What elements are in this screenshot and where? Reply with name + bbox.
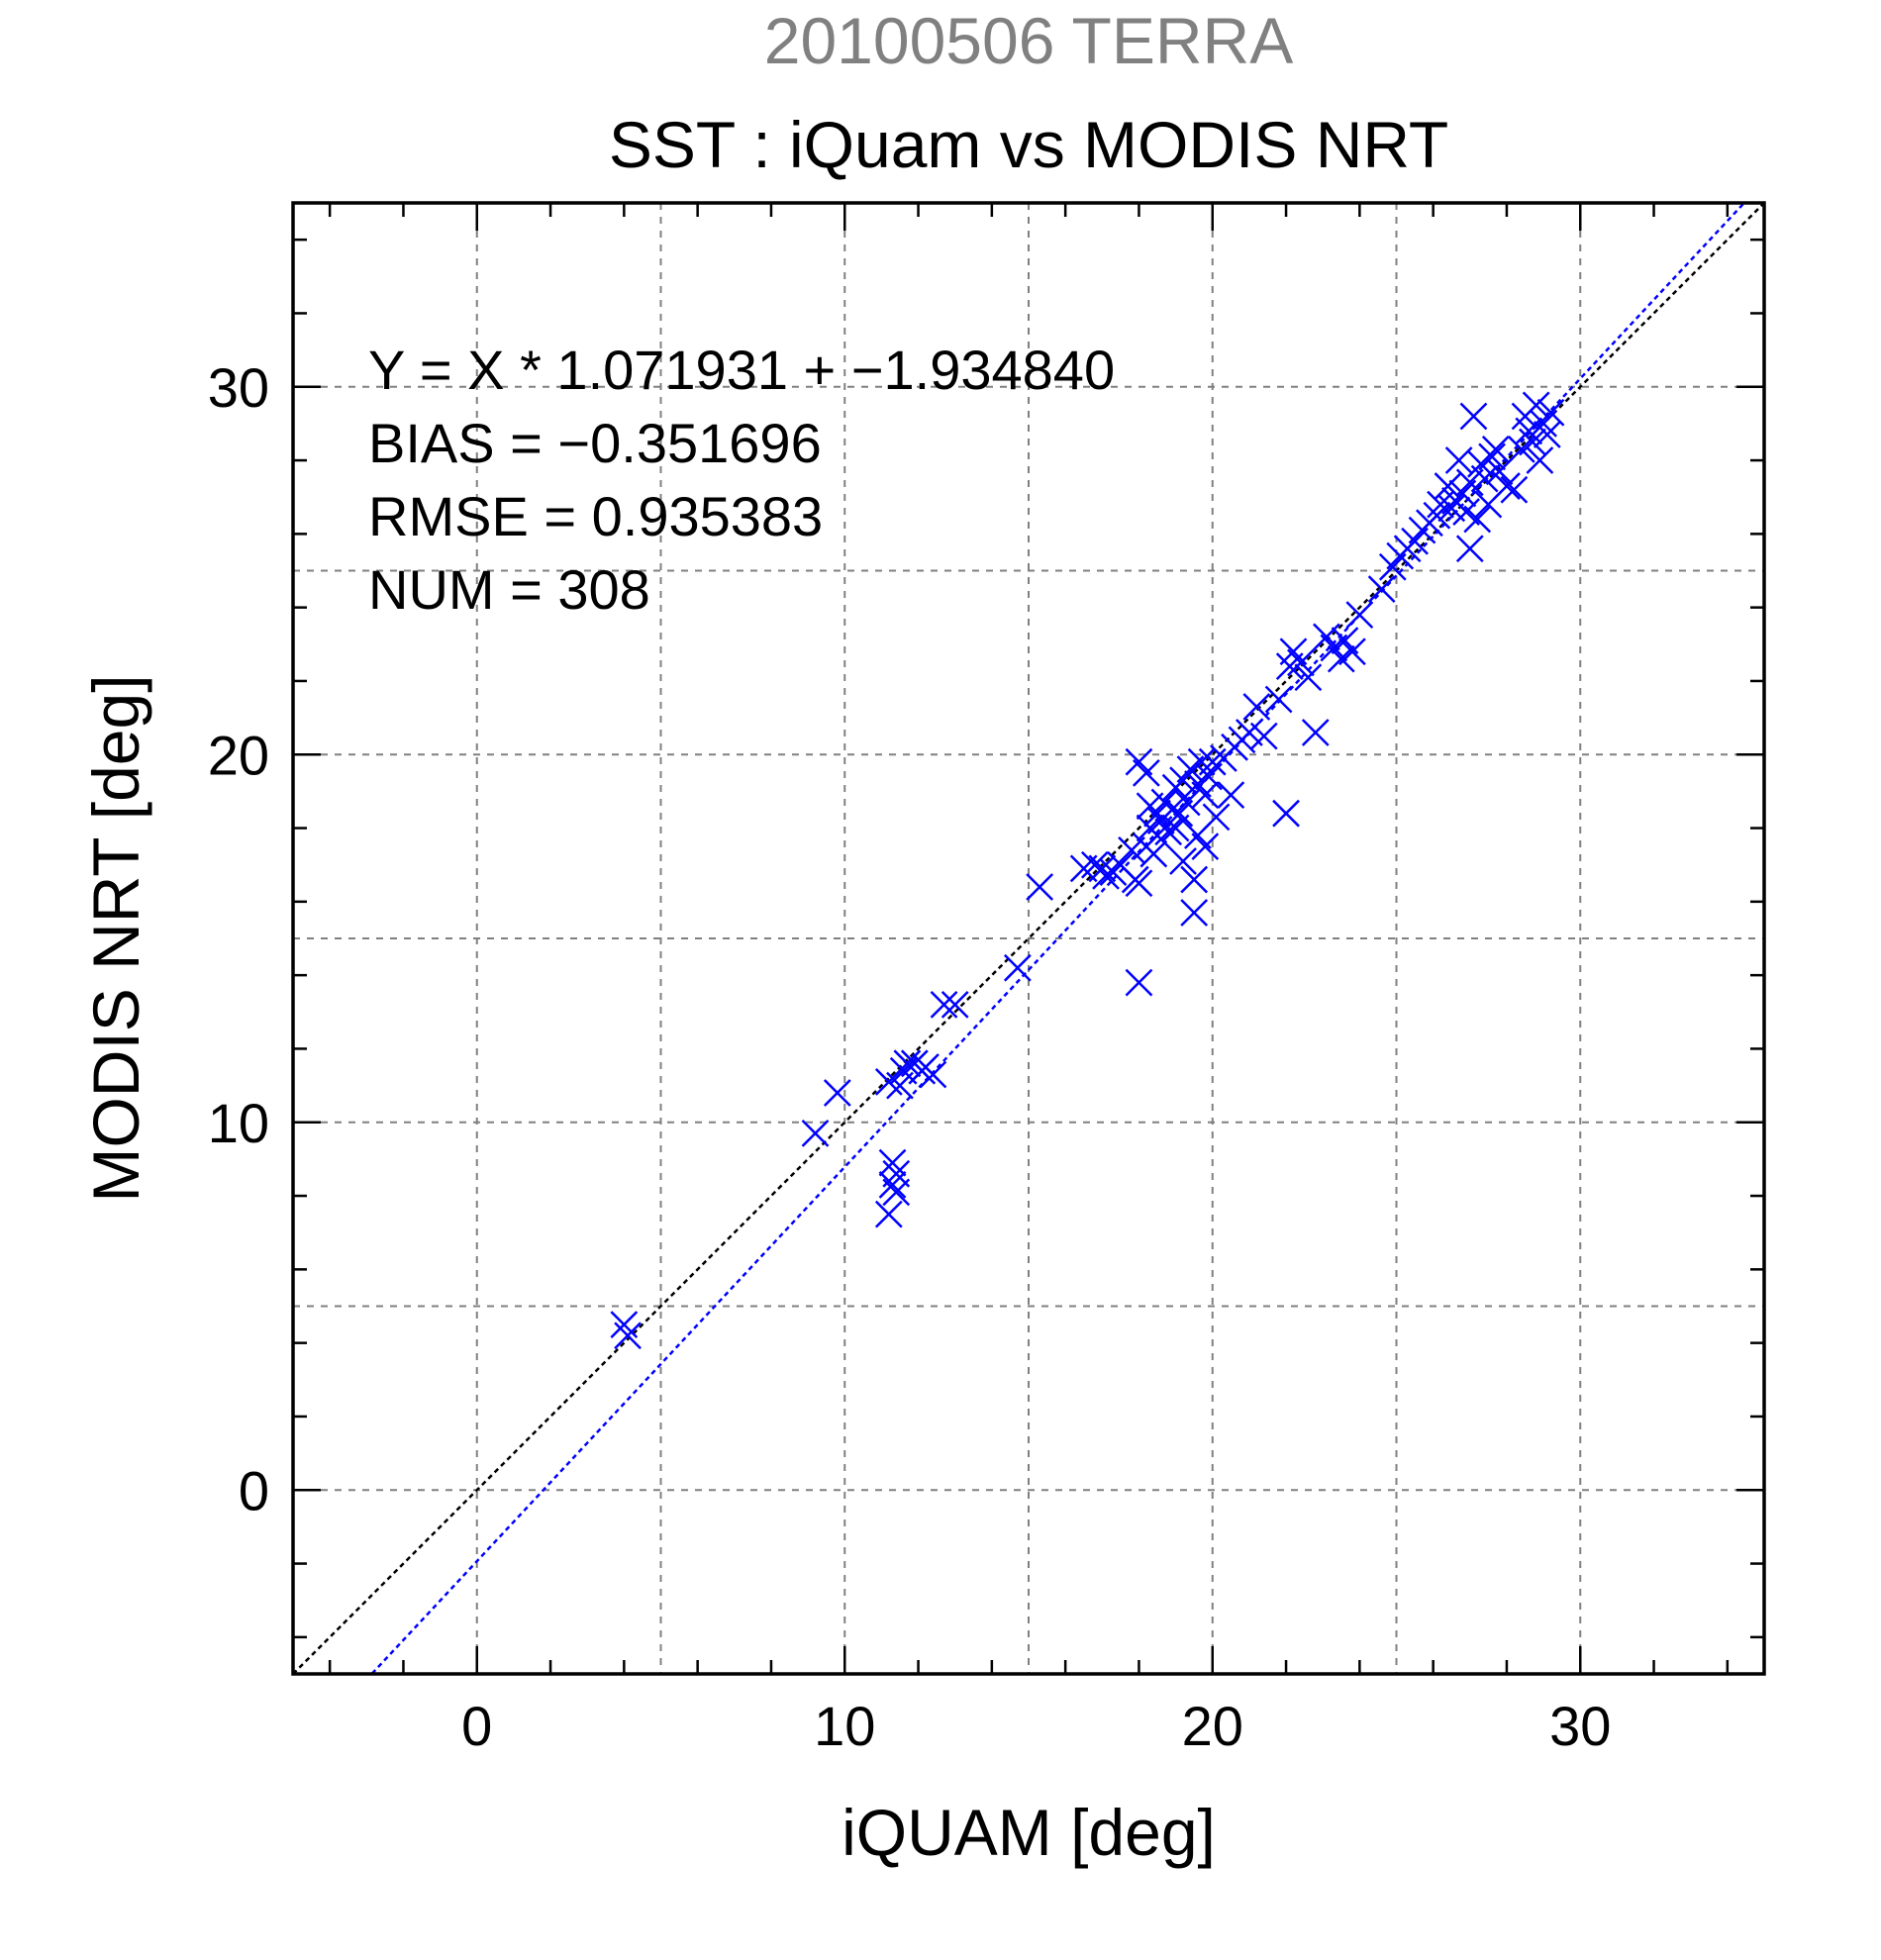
data-point	[1519, 428, 1546, 456]
data-point	[1287, 648, 1315, 677]
data-point	[1455, 535, 1484, 563]
data-point	[1485, 457, 1514, 486]
data-point	[1191, 833, 1220, 861]
data-point	[874, 1200, 903, 1228]
y-tick-label: 0	[239, 1459, 269, 1521]
data-point	[1423, 501, 1451, 530]
data-point	[1003, 953, 1032, 982]
x-tick-label: 30	[1549, 1695, 1611, 1757]
data-point	[1026, 873, 1054, 901]
data-point	[801, 1120, 830, 1147]
rmse-value: RMSE = 0.935383	[368, 485, 823, 547]
y-tick-labels: 0 10 20 30	[208, 356, 269, 1522]
data-point	[1132, 758, 1160, 787]
data-point	[882, 1178, 911, 1207]
chart-subtitle: 20100506 TERRA	[764, 4, 1293, 77]
data-point	[1345, 601, 1374, 629]
y-axis-label: MODIS NRT [deg]	[79, 674, 152, 1202]
data-point	[930, 990, 958, 1019]
data-point	[1180, 899, 1209, 927]
x-axis-label: iQUAM [deg]	[842, 1796, 1216, 1869]
tick-marks	[293, 203, 1764, 1674]
data-point	[1478, 442, 1506, 471]
data-point	[1088, 854, 1117, 883]
reference-lines	[293, 203, 1764, 1674]
data-point	[1158, 796, 1186, 824]
data-point	[614, 1322, 642, 1350]
data-points	[610, 391, 1565, 1350]
data-point	[1191, 781, 1220, 809]
data-point	[1536, 398, 1565, 427]
data-point	[1434, 472, 1462, 500]
stats-annotation: Y = X * 1.071931 + −1.934840 BIAS = −0.3…	[368, 339, 1115, 621]
data-point	[1169, 847, 1197, 875]
x-tick-labels: 0 10 20 30	[461, 1695, 1611, 1757]
data-point	[878, 1148, 907, 1177]
data-point	[1242, 693, 1271, 721]
data-point	[1444, 446, 1473, 474]
data-point	[1198, 747, 1227, 776]
data-point	[1338, 637, 1366, 666]
fit-line	[369, 203, 1746, 1674]
data-point	[1533, 421, 1561, 448]
data-point	[1187, 747, 1216, 776]
x-tick-label: 0	[461, 1695, 492, 1757]
chart-title: SST : iQuam vs MODIS NRT	[609, 108, 1448, 181]
data-point	[1202, 803, 1231, 832]
data-point	[1180, 865, 1209, 894]
data-point	[1463, 505, 1492, 534]
data-point	[610, 1311, 639, 1338]
data-point	[1092, 861, 1120, 890]
data-point	[1272, 799, 1300, 828]
data-point	[1493, 472, 1521, 500]
data-point	[1139, 839, 1168, 868]
data-point	[1470, 464, 1499, 493]
data-point	[1526, 446, 1554, 474]
data-point	[1522, 391, 1550, 420]
data-point	[1154, 818, 1183, 846]
data-point	[1264, 685, 1293, 714]
data-point	[1125, 968, 1153, 997]
data-point	[1172, 788, 1201, 817]
y-tick-label: 10	[208, 1092, 269, 1154]
data-point	[1367, 575, 1396, 603]
data-point	[1294, 663, 1323, 692]
data-point	[940, 990, 969, 1019]
data-point	[1125, 869, 1153, 898]
y-tick-label: 20	[208, 724, 269, 786]
data-point	[878, 1171, 907, 1199]
bias-value: BIAS = −0.351696	[368, 412, 822, 474]
data-point	[1459, 402, 1488, 431]
num-value: NUM = 308	[368, 558, 650, 621]
data-point	[893, 1049, 922, 1078]
regression-equation: Y = X * 1.071931 + −1.934840	[368, 339, 1115, 401]
data-point	[1500, 475, 1529, 504]
data-point	[1301, 719, 1330, 746]
data-point	[919, 1060, 947, 1089]
data-point	[1481, 436, 1510, 463]
x-tick-label: 10	[814, 1695, 875, 1757]
data-point	[823, 1079, 851, 1107]
data-point	[1249, 722, 1278, 750]
x-tick-label: 20	[1182, 1695, 1243, 1757]
y-tick-label: 30	[208, 356, 269, 419]
data-point	[1217, 781, 1245, 809]
plot-frame	[291, 201, 1766, 1676]
grid-lines	[293, 203, 1764, 1674]
data-point	[1515, 417, 1543, 445]
